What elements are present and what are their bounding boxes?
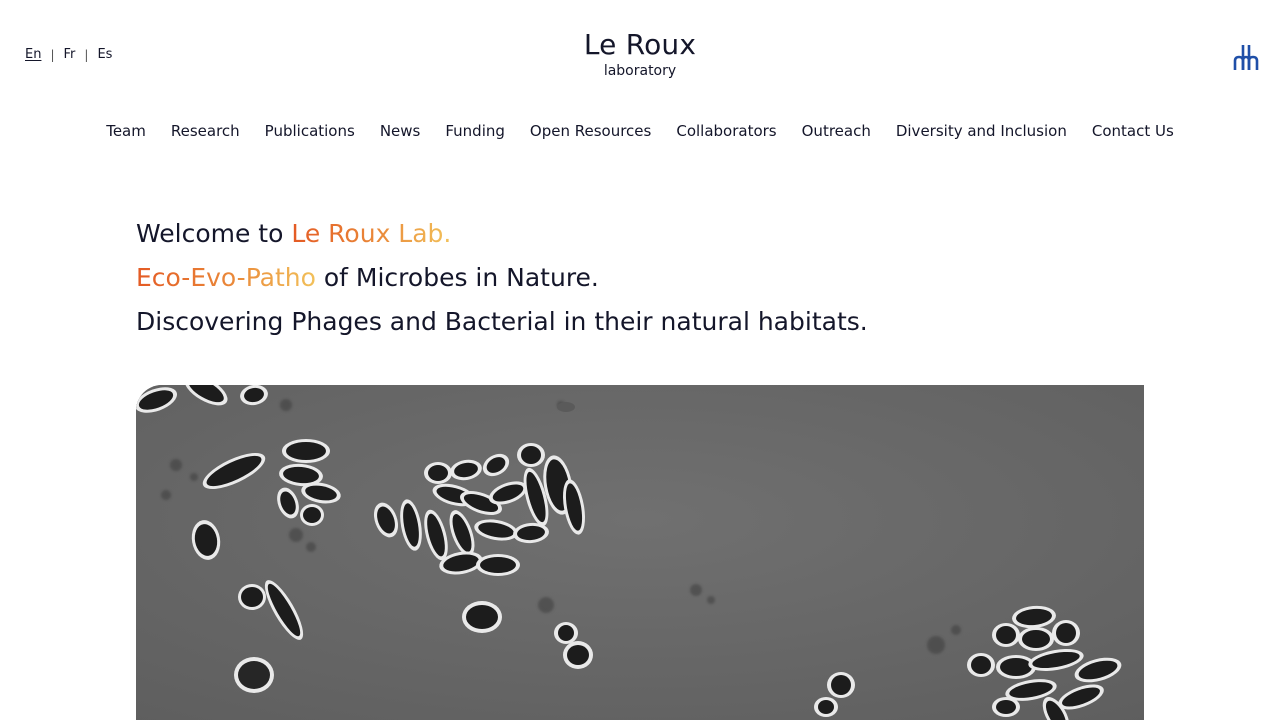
nav-item-outreach[interactable]: Outreach: [801, 122, 871, 140]
site-brand[interactable]: Le Roux laboratory: [0, 28, 1280, 79]
nav-item-news[interactable]: News: [379, 122, 421, 140]
nav-item-open-resources[interactable]: Open Resources: [529, 122, 652, 140]
nav-item-publications[interactable]: Publications: [264, 122, 355, 140]
main-nav: Team Research Publications News Funding …: [0, 121, 1280, 141]
hero-text: Welcome to Le Roux Lab. Eco-Evo-Patho of…: [136, 212, 1144, 344]
hero-lab-name: Le Roux Lab.: [291, 219, 452, 248]
language-fr-link[interactable]: Fr: [63, 47, 76, 62]
language-en-link[interactable]: En: [25, 47, 42, 62]
hero-eco-evo-patho: Eco-Evo-Patho: [136, 263, 316, 292]
language-es-link[interactable]: Es: [97, 47, 113, 62]
microscope-image: [136, 385, 1144, 720]
hero-line-tagline: Eco-Evo-Patho of Microbes in Nature.: [136, 256, 1144, 300]
site-title[interactable]: Le Roux: [583, 28, 697, 61]
hero-line-mission: Discovering Phages and Bacterial in thei…: [136, 307, 868, 336]
nav-item-contact-us[interactable]: Contact Us: [1091, 122, 1174, 140]
language-switcher: En | Fr | Es: [25, 47, 112, 62]
nav-item-collaborators[interactable]: Collaborators: [676, 122, 777, 140]
hero-line-welcome: Welcome to Le Roux Lab.: [136, 212, 1144, 256]
hero-tagline-suffix: of Microbes in Nature.: [315, 263, 599, 292]
hero-welcome-prefix: Welcome to: [136, 219, 292, 248]
nav-item-diversity-inclusion[interactable]: Diversity and Inclusion: [895, 122, 1067, 140]
language-separator: |: [50, 47, 55, 62]
nav-item-research[interactable]: Research: [170, 122, 240, 140]
nav-item-team[interactable]: Team: [106, 122, 146, 140]
site-subtitle: laboratory: [603, 63, 677, 79]
language-separator: |: [84, 47, 89, 62]
institution-logo-icon[interactable]: [1232, 44, 1260, 71]
nav-item-funding[interactable]: Funding: [445, 122, 505, 140]
